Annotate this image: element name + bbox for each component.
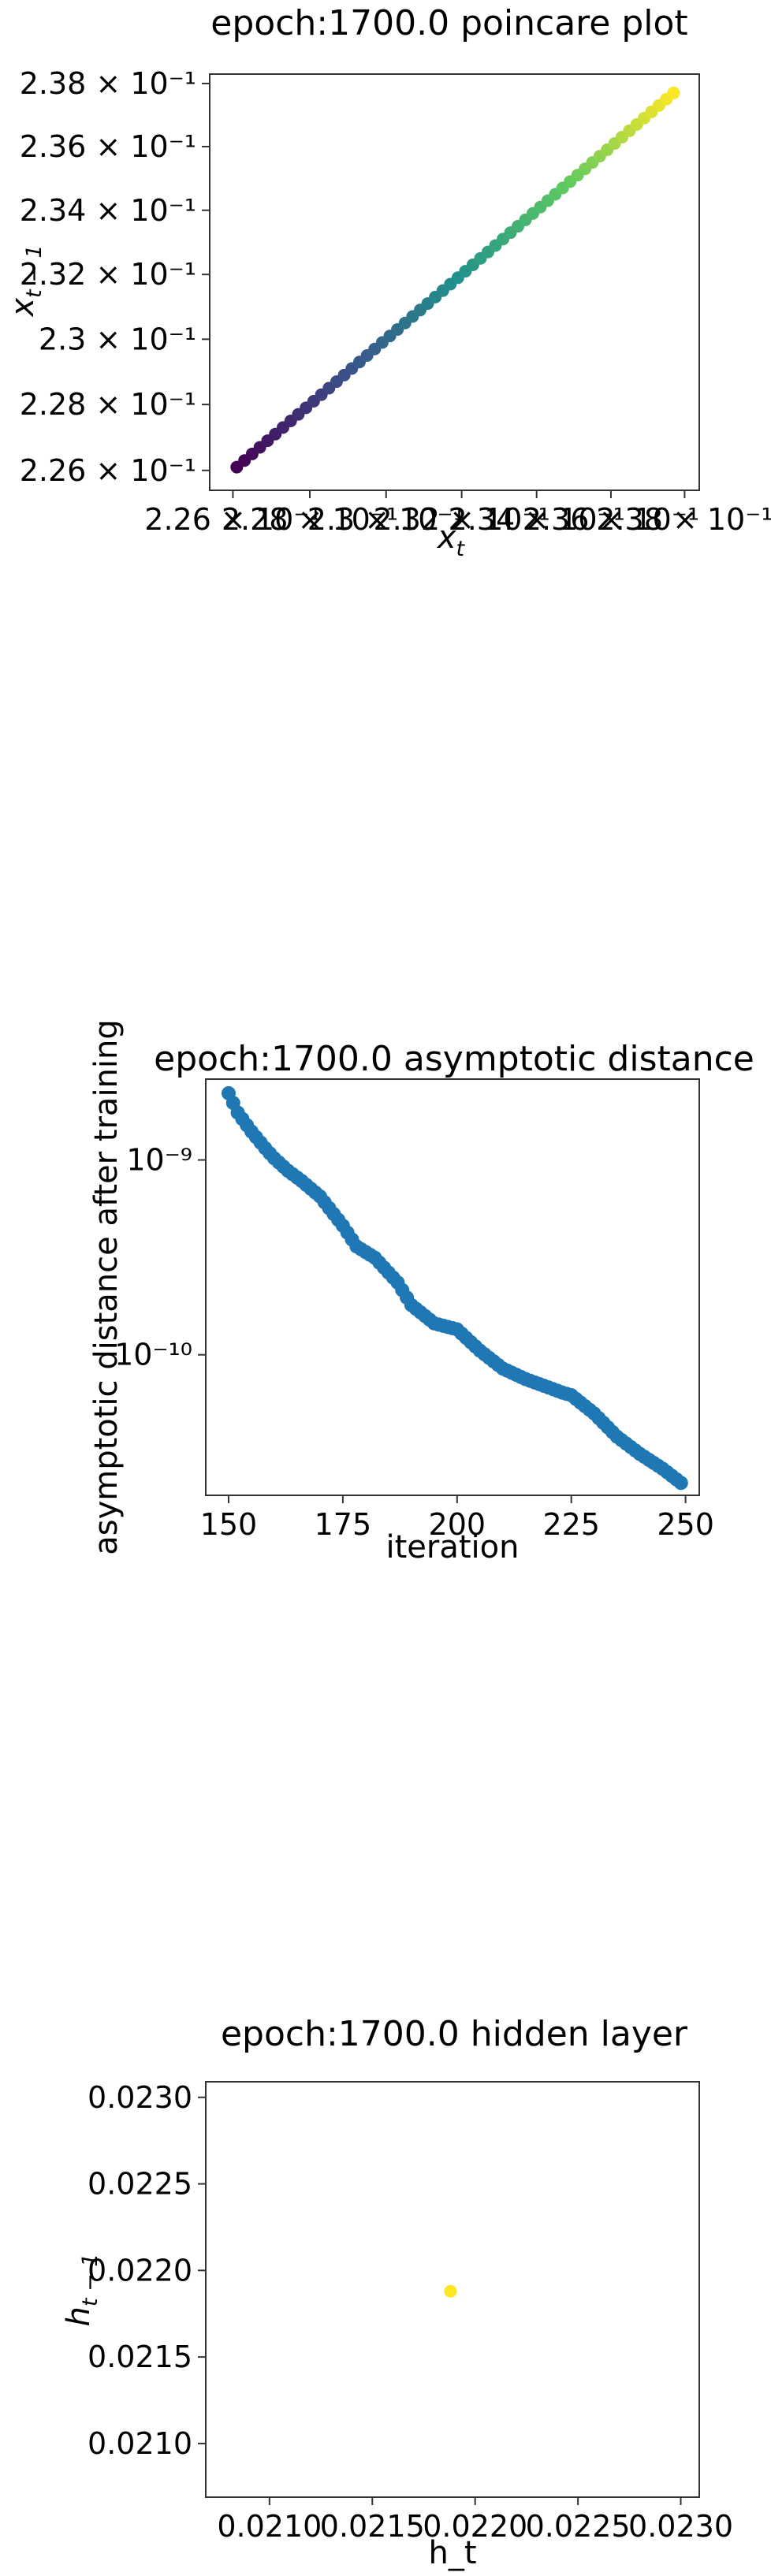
y-tick-label: 2.38 × 10⁻¹	[20, 66, 196, 101]
x-tick-label: 0.0230	[628, 2509, 733, 2544]
x-tick-label: 0.0215	[320, 2509, 425, 2544]
hidden-plot-area	[205, 2081, 700, 2498]
hidden-ticks: 0.02100.02150.02200.02250.02300.02100.02…	[88, 2080, 733, 2544]
x-tick-label: 225	[542, 1507, 600, 1542]
y-tick-label: 0.0215	[88, 2340, 192, 2374]
asymptotic-plot-area	[205, 1078, 700, 1496]
x-tick-label: 2.28 × 10⁻¹	[222, 502, 398, 537]
asymptotic-points	[221, 1085, 688, 1491]
hidden-points	[444, 2284, 457, 2298]
y-tick-label: 0.0220	[88, 2253, 192, 2288]
x-tick-label: 150	[200, 1507, 258, 1542]
data-point	[667, 86, 680, 99]
data-point	[444, 2284, 457, 2298]
x-tick-label: 0.0225	[526, 2509, 631, 2544]
x-tick-label: 175	[315, 1507, 372, 1542]
hidden-layer-chart: epoch:1700.0 hidden layer 0.02100.02150.…	[61, 2014, 733, 2571]
poincare-title: epoch:1700.0 poincare plot	[210, 3, 687, 43]
asymptotic-ticks: 150 175 200 225 250 10⁻¹⁰ 10⁻⁹	[114, 1143, 714, 1542]
hidden-xlabel: h_t	[428, 2535, 476, 2571]
poincare-chart: epoch:1700.0 poincare plot 2.26 × 10⁻¹2.…	[5, 3, 771, 561]
poincare-points	[230, 86, 680, 474]
x-tick-label: 2.26 × 10⁻¹	[144, 502, 321, 537]
x-tick-label: 0.0210	[217, 2509, 322, 2544]
y-tick-label: 10⁻¹⁰	[114, 1338, 192, 1372]
asymptotic-title: epoch:1700.0 asymptotic distance	[154, 1039, 754, 1079]
x-tick-label: 2.36 × 10⁻¹	[523, 502, 699, 537]
x-tick-label: 2.3 × 10⁻¹	[307, 502, 465, 537]
y-tick-label: 10⁻⁹	[126, 1143, 192, 1178]
y-tick-label: 2.34 × 10⁻¹	[20, 193, 196, 228]
asymptotic-ylabel: asymptotic distance after training	[88, 1019, 125, 1555]
y-tick-label: 0.0225	[88, 2167, 192, 2202]
y-tick-label: 0.0210	[88, 2426, 192, 2461]
x-tick-label: 2.32 × 10⁻¹	[373, 502, 549, 537]
poincare-plot-area	[209, 73, 700, 491]
y-tick-label: 2.32 × 10⁻¹	[20, 257, 196, 292]
x-tick-label: 2.38 × 10⁻¹	[596, 502, 771, 537]
poincare-xlabel: xt	[436, 519, 466, 561]
y-tick-label: 2.26 × 10⁻¹	[20, 453, 196, 488]
x-tick-label: 0.0220	[423, 2509, 527, 2544]
x-tick-label: 250	[657, 1507, 714, 1542]
poincare-ticks: 2.26 × 10⁻¹2.28 × 10⁻¹2.3 × 10⁻¹2.32 × 1…	[20, 66, 771, 537]
poincare-ylabel: xt − 1	[5, 244, 47, 318]
y-tick-label: 2.28 × 10⁻¹	[20, 387, 196, 422]
data-point	[673, 1476, 688, 1491]
y-tick-label: 2.36 × 10⁻¹	[20, 129, 196, 164]
asymptotic-xlabel: iteration	[386, 1529, 520, 1565]
x-tick-label: 2.34 × 10⁻¹	[449, 502, 625, 537]
y-tick-label: 2.3 × 10⁻¹	[39, 322, 196, 356]
hidden-title: epoch:1700.0 hidden layer	[221, 2014, 688, 2054]
x-tick-label: 200	[429, 1507, 486, 1542]
asymptotic-distance-chart: epoch:1700.0 asymptotic distance 150 175 2…	[88, 1019, 754, 1565]
y-tick-label: 0.0230	[88, 2080, 192, 2115]
hidden-ylabel: ht − 1	[61, 2254, 102, 2327]
